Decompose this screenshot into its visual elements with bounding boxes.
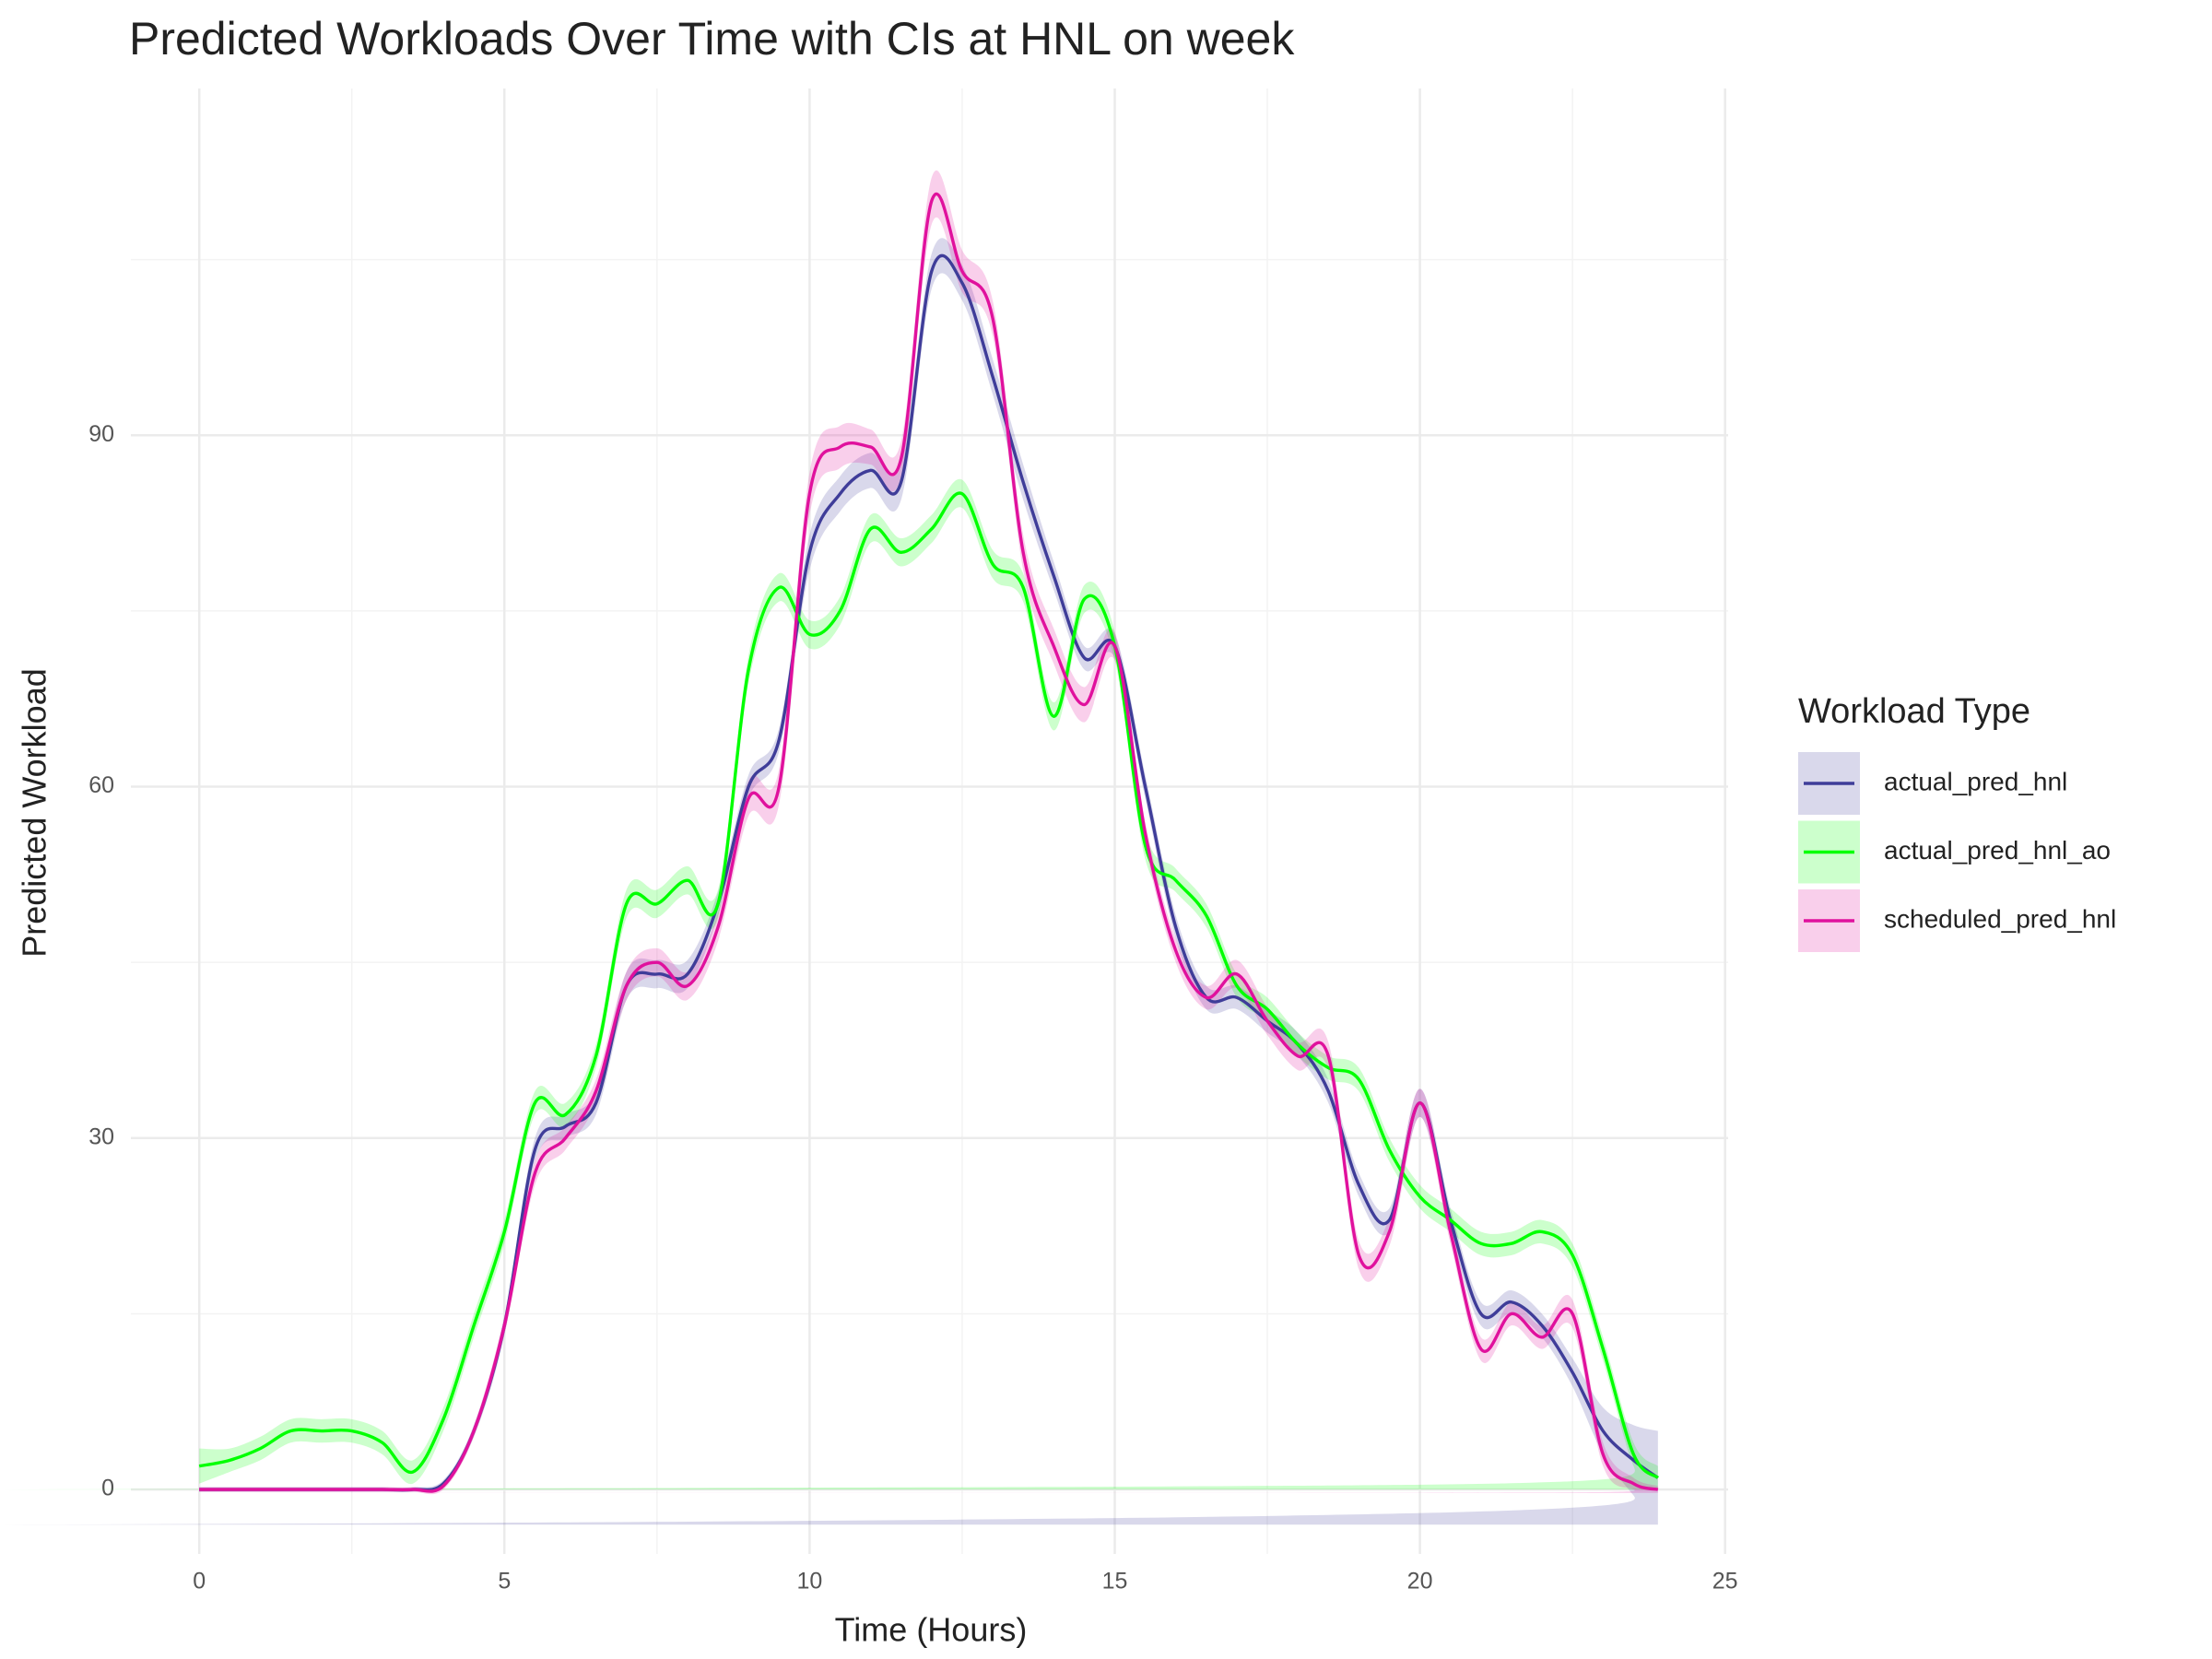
y-tick-label: 0	[101, 1476, 114, 1501]
x-tick-label: 15	[1102, 1569, 1128, 1594]
y-tick-label: 90	[88, 421, 114, 447]
legend-label: actual_pred_hnl	[1884, 767, 2067, 795]
x-tick-label: 0	[193, 1569, 206, 1594]
series-line	[199, 253, 1659, 1492]
series-line	[199, 192, 1659, 1493]
legend-title: Workload Type	[1798, 692, 2030, 731]
y-axis-title: Predicted Workload	[16, 668, 53, 958]
x-tick-label: 5	[498, 1569, 511, 1594]
x-axis-title: Time (Hours)	[835, 1611, 1028, 1649]
chart-title: Predicted Workloads Over Time with CIs a…	[129, 13, 1295, 65]
ci-band	[0, 478, 1658, 1490]
y-tick-label: 30	[88, 1124, 114, 1149]
legend-label: scheduled_pred_hnl	[1884, 904, 2116, 933]
x-tick-label: 20	[1407, 1569, 1433, 1594]
x-tick-label: 25	[1712, 1569, 1738, 1594]
ci-band	[0, 238, 1658, 1525]
ci-band	[0, 170, 1658, 1495]
x-tick-label: 10	[796, 1569, 822, 1594]
series-line	[198, 491, 1660, 1479]
legend-label: actual_pred_hnl_ao	[1884, 836, 2111, 865]
y-tick-label: 60	[88, 772, 114, 798]
